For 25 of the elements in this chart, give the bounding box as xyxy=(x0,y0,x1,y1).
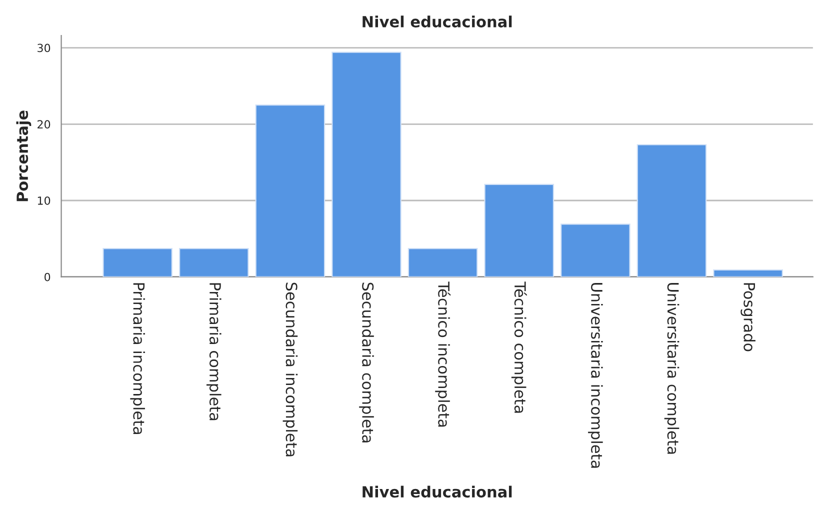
x-tick-label: Secundaria incompleta xyxy=(282,282,298,456)
x-tick-label: Posgrado xyxy=(740,283,756,352)
bar xyxy=(484,184,554,277)
x-tick-label: Universitaria completa xyxy=(664,283,680,454)
bar xyxy=(408,248,478,277)
x-tick-label: Universitaria incompleta xyxy=(588,283,603,468)
x-tick-label: Secundaria completa xyxy=(359,282,374,442)
x-tick-label: Técnico completa xyxy=(511,282,527,413)
x-axis-title: Nivel educacional xyxy=(362,486,512,498)
x-tick-label: Primaria completa xyxy=(206,283,222,420)
y-tick-label: 0 xyxy=(44,272,50,282)
x-tick-label: Primaria incompleta xyxy=(130,283,145,434)
bar xyxy=(560,224,630,277)
bar xyxy=(102,248,172,277)
bar xyxy=(713,269,783,277)
bar xyxy=(179,248,249,277)
y-tick-label: 10 xyxy=(38,196,50,205)
bar xyxy=(332,52,402,277)
x-tick-label: Técnico incompleta xyxy=(435,282,451,427)
chart-title: Nivel educacional xyxy=(362,16,512,28)
y-tick-label: 30 xyxy=(38,44,50,52)
bar xyxy=(636,144,707,277)
y-tick-label: 20 xyxy=(38,120,50,129)
bar xyxy=(255,104,326,277)
y-axis-title: Porcentaje xyxy=(16,110,32,202)
